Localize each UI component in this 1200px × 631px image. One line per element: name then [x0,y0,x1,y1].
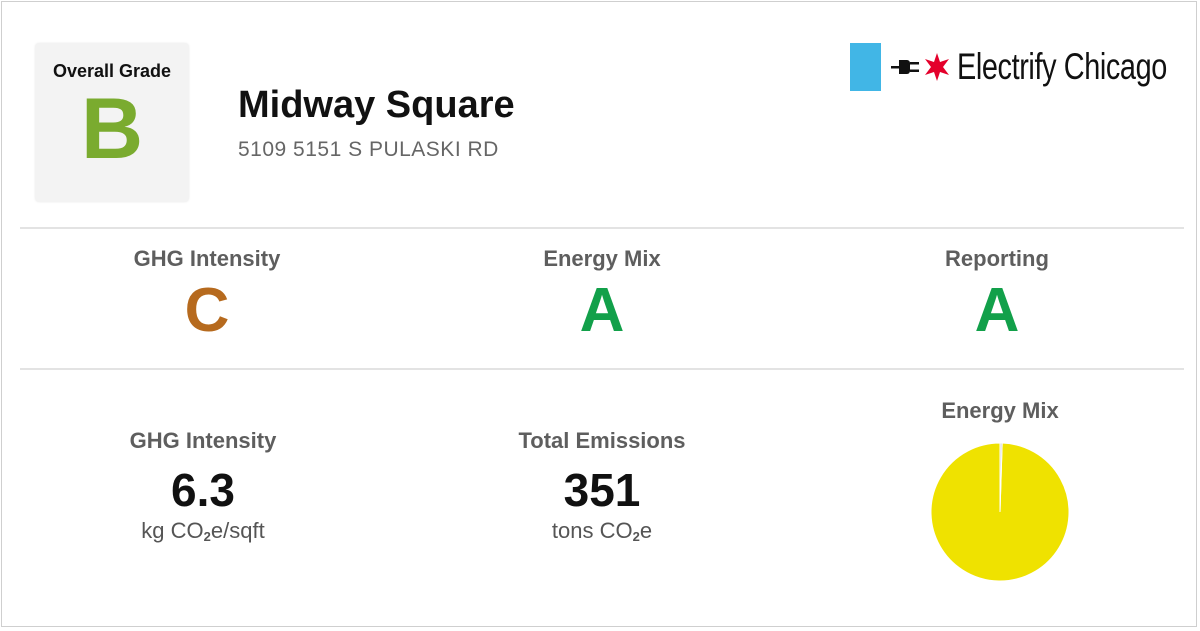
overall-grade-letter: B [80,81,144,177]
overall-grade-box: Overall Grade B [35,43,189,202]
electrify-chicago-logo[interactable]: Electrify Chicago [850,43,1200,91]
overall-grade-label: Overall Grade [52,61,172,81]
metric-label: GHG Intensity [129,428,277,453]
logo-blue-block [850,43,881,91]
divider-bottom [20,368,1184,370]
divider-top [20,227,1184,229]
building-address: 5109 5151 S PULASKI RD [238,138,499,161]
logo-text: Electrify Chicago [957,46,1167,87]
star-icon [925,53,949,81]
metric-value: 6.3 [171,464,235,516]
metric-value: 351 [563,464,641,516]
ghg-intensity-metric: GHG Intensity 6.3 kg CO2e/sqft [53,428,353,544]
metric-label: Total Emissions [518,428,686,453]
grade-label: GHG Intensity [133,246,281,271]
grade-label: Energy Mix [543,246,661,271]
grade-letter: A [579,276,625,345]
total-emissions-metric: Total Emissions 351 tons CO2e [452,428,752,544]
grade-letter: C [184,276,230,345]
energy-mix-chart: Energy Mix [900,398,1100,582]
ghg-intensity-grade: GHG Intensity C [77,246,337,346]
energy-mix-grade: Energy Mix A [472,246,732,346]
pie-slice-1 [999,442,1003,513]
building-name: Midway Square [238,84,515,126]
chart-title: Energy Mix [941,398,1059,423]
energy-mix-pie [930,442,1070,582]
metric-unit: kg CO2e/sqft [141,518,265,544]
grade-label: Reporting [945,246,1049,271]
reporting-grade: Reporting A [867,246,1127,346]
metric-unit: tons CO2e [551,518,653,544]
plug-icon [891,60,919,74]
grade-letter: A [974,276,1020,345]
